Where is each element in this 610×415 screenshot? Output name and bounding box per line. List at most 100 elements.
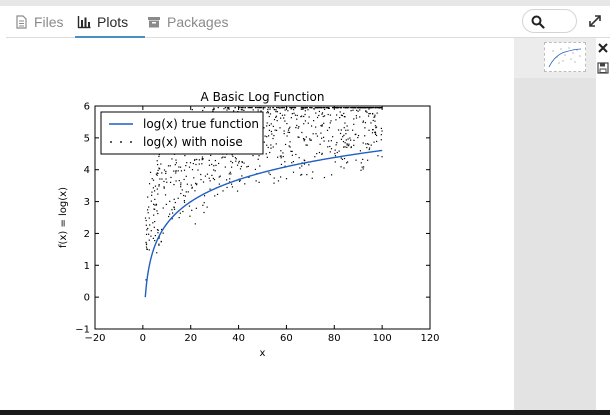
scatter-point xyxy=(175,159,177,161)
scatter-point xyxy=(336,142,338,144)
scatter-point xyxy=(202,109,204,112)
scatter-point xyxy=(218,176,220,178)
scatter-point xyxy=(180,186,182,188)
scatter-point xyxy=(155,204,158,206)
scatter-point xyxy=(147,227,149,230)
scatter-point xyxy=(292,109,295,111)
scatter-point xyxy=(311,177,313,179)
scatter-point xyxy=(144,217,147,219)
scatter-point xyxy=(185,191,187,193)
scatter-point xyxy=(218,162,220,165)
scatter-point xyxy=(300,108,302,110)
scatter-point xyxy=(335,119,337,121)
scatter-point xyxy=(330,148,333,150)
search-input[interactable] xyxy=(522,9,577,33)
scatter-point xyxy=(201,156,204,158)
scatter-point xyxy=(224,156,226,158)
scatter-point xyxy=(201,163,203,165)
scatter-point xyxy=(209,180,211,182)
tab-files-label: Files xyxy=(34,13,64,30)
scatter-point xyxy=(193,177,195,179)
scatter-point xyxy=(273,135,275,137)
scatter-point xyxy=(145,241,147,243)
scatter-point xyxy=(191,109,193,111)
scatter-point xyxy=(334,152,336,155)
scatter-point xyxy=(260,110,262,112)
scatter-point xyxy=(315,112,317,114)
save-icon[interactable] xyxy=(597,62,609,74)
scatter-point xyxy=(352,129,354,131)
scatter-point xyxy=(231,186,234,188)
scatter-point xyxy=(356,106,359,109)
scatter-point xyxy=(289,126,291,128)
scatter-point xyxy=(374,116,376,118)
scatter-point xyxy=(154,185,157,187)
scatter-point xyxy=(272,106,274,109)
scatter-point xyxy=(173,208,176,210)
scatter-point xyxy=(200,178,202,181)
scatter-point xyxy=(145,246,148,248)
scatter-point xyxy=(308,116,310,118)
scatter-point xyxy=(320,125,322,127)
scatter-point xyxy=(350,139,352,141)
scatter-point xyxy=(343,157,346,160)
scatter-point xyxy=(328,106,330,109)
scatter-point xyxy=(365,110,367,113)
scatter-point xyxy=(158,244,160,246)
close-icon[interactable] xyxy=(597,42,609,54)
scatter-point xyxy=(312,171,314,173)
scatter-point xyxy=(169,200,171,202)
scatter-point xyxy=(161,178,163,180)
expand-icon[interactable] xyxy=(588,14,602,28)
tab-plots[interactable]: Plots xyxy=(75,6,145,38)
scatter-point xyxy=(284,143,287,146)
scatter-point xyxy=(284,120,286,122)
scatter-point xyxy=(372,112,374,115)
scatter-point xyxy=(329,114,332,116)
tab-packages[interactable]: Packages xyxy=(147,6,228,37)
scatter-point xyxy=(188,205,191,207)
scatter-point xyxy=(340,106,342,109)
plot-thumbnail[interactable] xyxy=(544,42,586,72)
scatter-point xyxy=(189,162,192,164)
scatter-point xyxy=(163,180,165,183)
tab-files[interactable]: Files xyxy=(14,6,64,37)
scatter-point xyxy=(189,215,191,217)
scatter-point xyxy=(360,162,362,164)
scatter-point xyxy=(303,163,306,165)
scatter-point xyxy=(184,154,186,157)
scatter-point xyxy=(349,106,351,109)
scatter-point xyxy=(185,175,187,177)
scatter-point xyxy=(177,170,179,172)
scatter-point xyxy=(178,217,180,219)
scatter-point xyxy=(373,141,375,143)
scatter-point xyxy=(304,160,306,162)
scatter-point xyxy=(339,117,341,119)
scatter-point xyxy=(224,106,226,109)
scatter-point xyxy=(241,161,243,163)
scatter-point xyxy=(298,126,300,128)
scatter-point xyxy=(344,122,346,124)
scatter-point xyxy=(372,129,374,131)
scatter-point xyxy=(368,113,370,115)
scatter-point xyxy=(252,154,254,157)
scatter-point xyxy=(347,138,349,140)
scatter-point xyxy=(305,136,307,138)
scatter-point xyxy=(213,165,215,167)
scatter-point xyxy=(158,243,160,245)
scatter-point xyxy=(374,125,377,127)
scatter-point xyxy=(180,170,183,172)
log-function-chart: −20 0 20 40 60 80 100 120 −1 0 1 2 3 4 5 6 A Basic Log F… xyxy=(58,90,440,359)
scatter-point xyxy=(268,115,270,118)
scatter-point xyxy=(287,110,289,112)
scatter-point xyxy=(283,106,286,109)
scatter-point xyxy=(340,114,343,116)
scatter-point xyxy=(198,163,200,165)
scatter-point xyxy=(208,164,211,166)
scatter-point xyxy=(251,106,253,109)
scatter-point xyxy=(171,212,174,214)
scatter-point xyxy=(239,168,242,170)
legend-label-true: log(x) true function xyxy=(143,117,259,131)
scatter-point xyxy=(315,126,317,128)
scatter-point xyxy=(380,127,382,130)
